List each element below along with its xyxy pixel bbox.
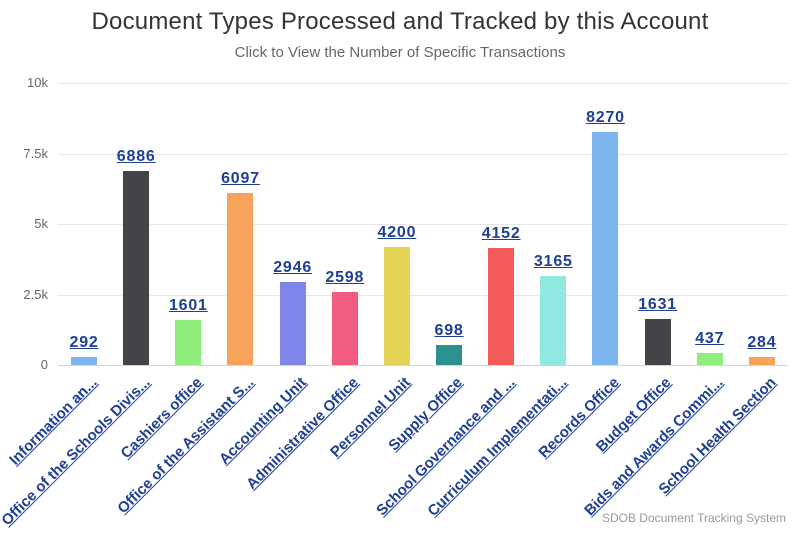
bar-slot-cashiers-office: 1601: [162, 83, 214, 365]
bar-supply-office[interactable]: [436, 345, 463, 365]
bar-slot-bids-and-awards-commi: 437: [684, 83, 736, 365]
bar-administrative-office[interactable]: [331, 292, 358, 365]
gridline: [58, 224, 788, 225]
value-label-link-budget-office[interactable]: 1631: [638, 296, 678, 313]
value-label-link-records-office[interactable]: 8270: [586, 109, 625, 126]
bar-slot-budget-office: 1631: [632, 83, 684, 365]
bar-budget-office[interactable]: [644, 319, 671, 365]
value-label-link-office-of-the-assistant-s[interactable]: 6097: [221, 170, 260, 187]
bar-curriculum-implementati[interactable]: [540, 276, 567, 365]
bar-slot-school-governance-and: 4152: [475, 83, 527, 365]
chart-title: Document Types Processed and Tracked by …: [91, 8, 709, 35]
y-axis-tick-label: 0: [40, 357, 48, 372]
credits-label: SDOB Document Tracking System: [601, 511, 786, 525]
gridline: [58, 153, 788, 155]
y-axis-tick-label: 2.5k: [23, 286, 48, 302]
bar-slot-school-health-section: 284: [736, 83, 788, 365]
y-axis-tick-label: 10k: [27, 75, 48, 90]
value-label-link-school-governance-and[interactable]: 4152: [481, 225, 521, 242]
bar-records-office[interactable]: [592, 132, 619, 365]
value-label-link-information-an[interactable]: 292: [69, 334, 99, 351]
value-label-link-accounting-unit[interactable]: 2946: [273, 259, 313, 276]
bar-slot-supply-office: 698: [423, 83, 475, 365]
bar-accounting-unit[interactable]: [279, 282, 306, 365]
value-label-link-personnel-unit[interactable]: 4200: [377, 224, 417, 241]
bar-slot-records-office: 8270: [579, 83, 631, 365]
bar-school-health-section[interactable]: [748, 357, 775, 365]
bar-personnel-unit[interactable]: [383, 247, 410, 365]
gridline: [58, 83, 788, 84]
bar-office-of-the-schools-divis[interactable]: [123, 171, 150, 365]
bar-slot-accounting-unit: 2946: [267, 83, 319, 365]
bar-slot-curriculum-implementati: 3165: [527, 83, 579, 365]
bar-slot-administrative-office: 2598: [319, 83, 371, 365]
value-label-link-cashiers-office[interactable]: 1601: [168, 297, 208, 314]
bar-bids-and-awards-commi[interactable]: [696, 353, 723, 365]
bar-school-governance-and[interactable]: [488, 248, 515, 365]
chart-subtitle: Click to View the Number of Specific Tra…: [234, 44, 566, 61]
value-label-link-bids-and-awards-commi[interactable]: 437: [695, 330, 725, 347]
bar-office-of-the-assistant-s[interactable]: [227, 193, 254, 365]
bar-slot-information-an: 292: [58, 83, 110, 365]
bar-slot-office-of-the-schools-divis: 6886: [110, 83, 162, 365]
y-axis-tick-label: 5k: [34, 216, 48, 231]
value-label-link-supply-office[interactable]: 698: [434, 322, 464, 339]
bar-slot-office-of-the-assistant-s: 6097: [214, 83, 266, 365]
value-label-link-curriculum-implementati[interactable]: 3165: [533, 253, 573, 270]
bar-cashiers-office[interactable]: [175, 320, 202, 365]
x-axis-line: [58, 365, 788, 366]
gridline: [58, 294, 788, 296]
y-axis-tick-label: 7.5k: [23, 145, 48, 161]
value-label-link-administrative-office[interactable]: 2598: [325, 269, 365, 286]
bar-slot-personnel-unit: 4200: [371, 83, 423, 365]
x-axis-label-link-information-an[interactable]: Information an...: [6, 374, 102, 469]
plot-area: 292 6886 1601 6097 2946 2598 4200 698 4152 3165 82…: [58, 83, 788, 365]
value-label-link-office-of-the-schools-divis[interactable]: 6886: [116, 148, 156, 165]
bar-information-an[interactable]: [71, 357, 98, 365]
value-label-link-school-health-section[interactable]: 284: [747, 334, 777, 351]
